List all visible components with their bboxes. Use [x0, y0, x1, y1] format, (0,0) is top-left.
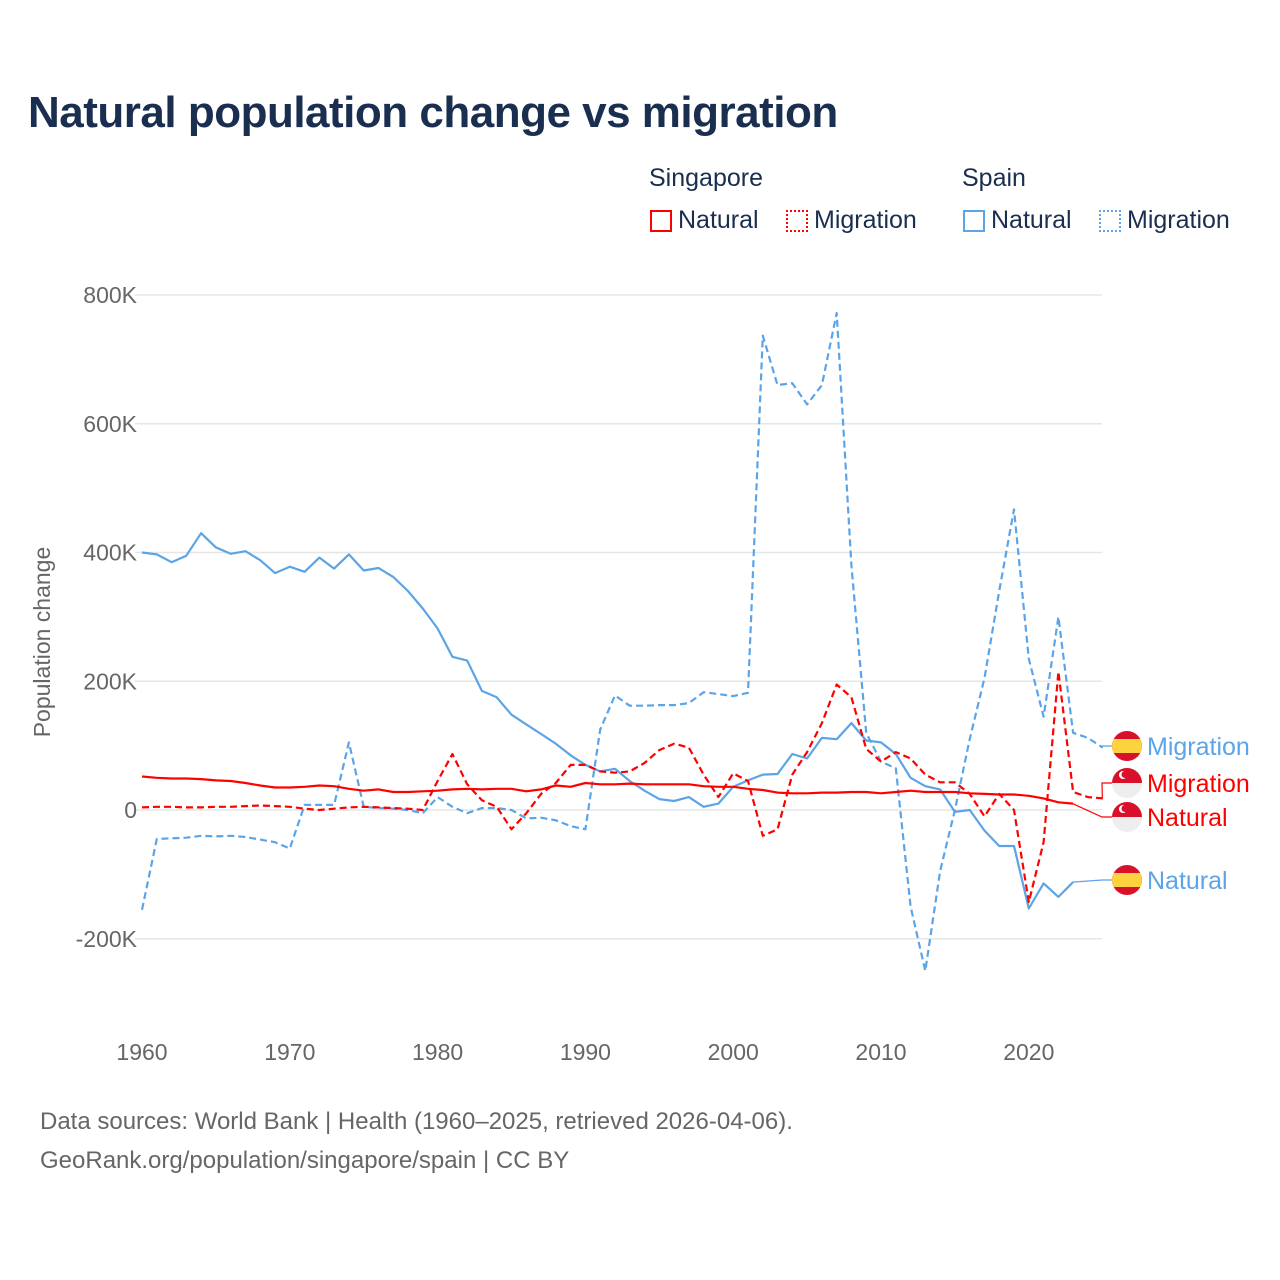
x-tick-label: 1990 — [560, 1039, 611, 1065]
legend-spain-natural[interactable]: Natural — [963, 206, 1072, 235]
singapore-flag-icon — [1112, 768, 1142, 798]
label-connector — [1101, 745, 1112, 749]
legend-group-spain: Spain — [962, 164, 1026, 192]
series-line-spain-migration — [140, 311, 1104, 973]
spain-flag-icon — [1112, 731, 1142, 761]
footer-link[interactable]: GeoRank.org/population/singapore/spain |… — [40, 1147, 570, 1174]
legend-swatch-solid — [963, 209, 985, 232]
legend-swatch-dotted — [786, 209, 808, 232]
legend-group-singapore: Singapore — [649, 164, 763, 192]
y-tick-label: 800K — [83, 282, 137, 308]
x-tick-label: 2000 — [708, 1039, 759, 1065]
label-connector — [1101, 782, 1112, 800]
series-line-singapore-natural — [141, 775, 1074, 805]
legend-label: Migration — [1127, 206, 1230, 234]
series-line-singapore-migration — [141, 670, 1103, 904]
legend-label: Migration — [814, 206, 917, 234]
end-label: Migration — [1147, 770, 1250, 798]
label-connector — [1072, 879, 1112, 883]
x-tick-label: 1970 — [264, 1039, 315, 1065]
x-tick-label: 2020 — [1003, 1039, 1054, 1065]
spain-flag-icon — [1112, 865, 1142, 895]
y-axis-label: Population change — [29, 547, 55, 738]
legend-swatch-dotted — [1099, 209, 1121, 232]
legend-singapore-natural[interactable]: Natural — [650, 206, 759, 235]
footer-sources: Data sources: World Bank | Health (1960–… — [40, 1108, 793, 1135]
x-tick-label: 1960 — [116, 1039, 167, 1065]
legend-label: Natural — [991, 206, 1072, 234]
legend-spain-migration[interactable]: Migration — [1099, 206, 1230, 235]
end-label: Natural — [1147, 867, 1228, 895]
legend-swatch-solid — [650, 209, 672, 232]
y-tick-label: 400K — [83, 540, 137, 566]
singapore-flag-icon — [1112, 802, 1142, 832]
series-line-spain-natural — [141, 532, 1074, 910]
y-tick-label: -200K — [76, 926, 138, 952]
end-label: Natural — [1147, 804, 1228, 832]
label-connector — [1072, 802, 1112, 818]
legend-singapore-migration[interactable]: Migration — [786, 206, 917, 235]
end-label: Migration — [1147, 733, 1250, 761]
y-tick-label: 200K — [83, 668, 137, 694]
legend-label: Natural — [678, 206, 759, 234]
x-tick-label: 2010 — [855, 1039, 906, 1065]
y-tick-label: 600K — [83, 411, 137, 437]
y-tick-label: 0 — [124, 797, 137, 823]
x-tick-label: 1980 — [412, 1039, 463, 1065]
chart-title: Natural population change vs migration — [28, 88, 838, 137]
